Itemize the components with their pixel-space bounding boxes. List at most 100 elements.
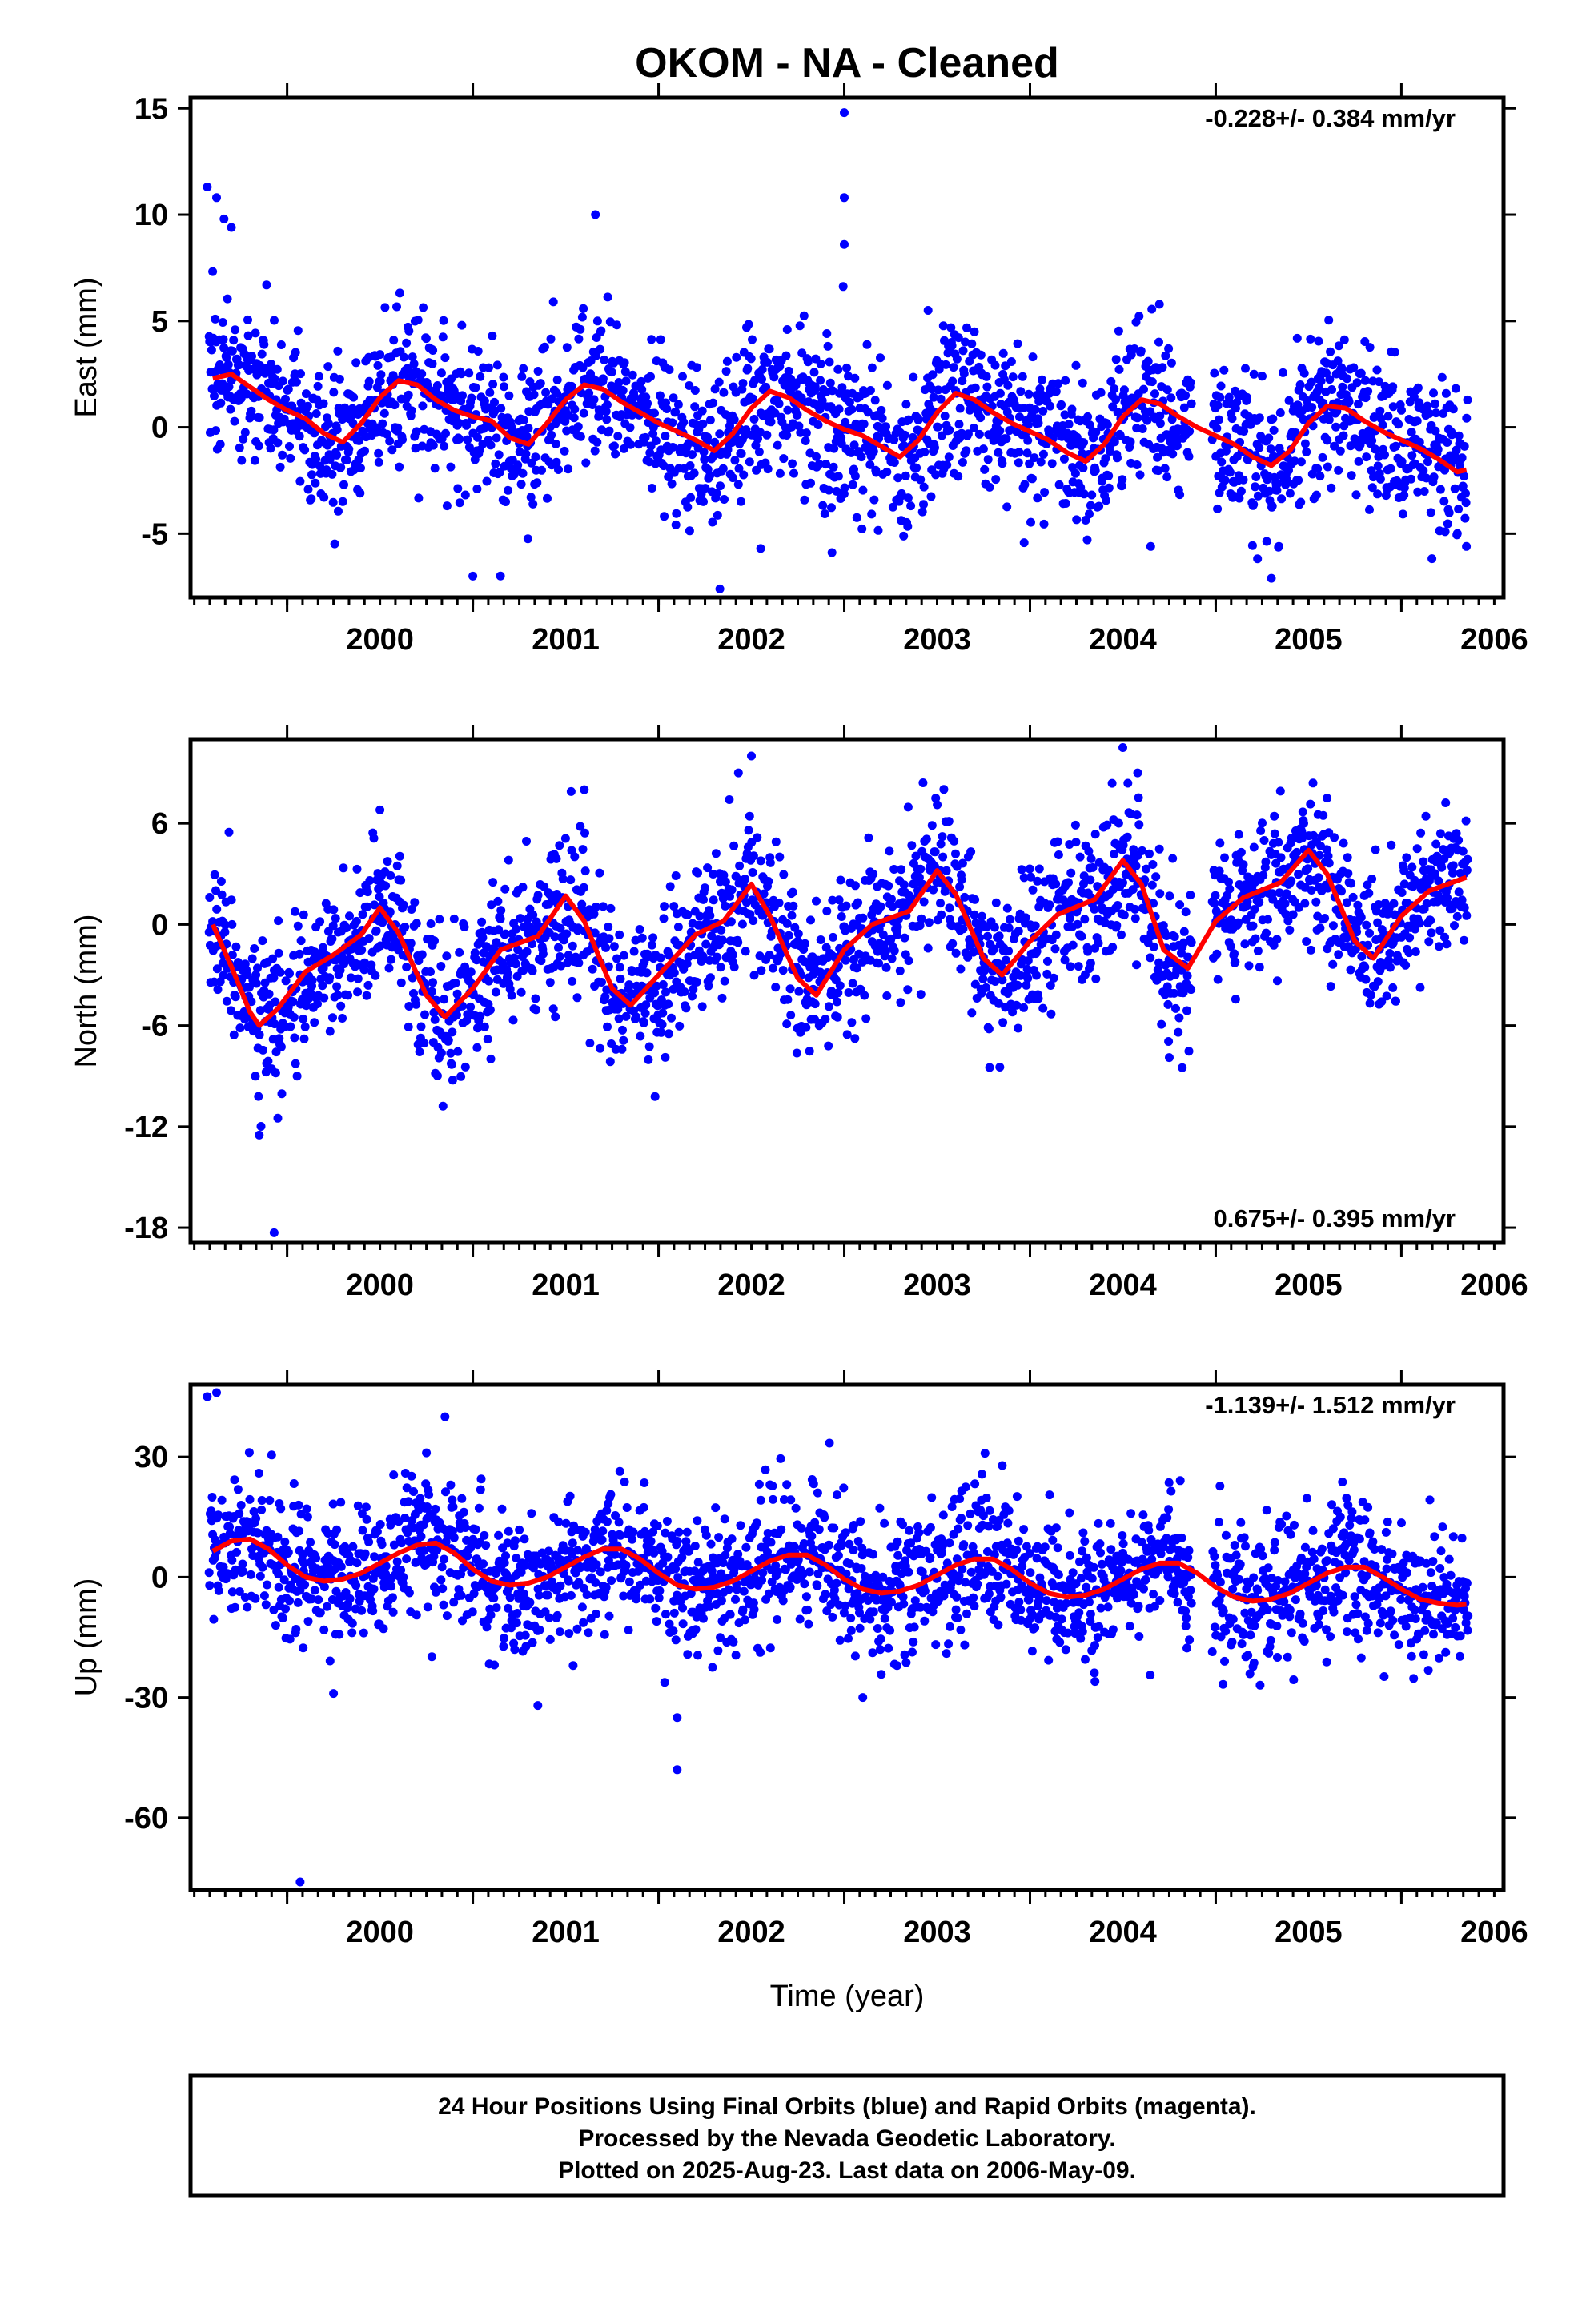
data-point xyxy=(383,857,392,866)
data-point xyxy=(1070,468,1080,478)
data-point xyxy=(650,1092,660,1101)
data-point xyxy=(250,944,259,953)
data-point xyxy=(1277,494,1287,504)
data-point xyxy=(1296,497,1306,507)
data-point xyxy=(901,400,911,409)
data-point xyxy=(834,404,844,414)
data-point xyxy=(1461,489,1470,498)
data-point xyxy=(356,464,365,472)
data-point xyxy=(447,1059,456,1069)
data-point xyxy=(829,462,838,472)
data-point xyxy=(315,461,325,471)
outlier-point xyxy=(840,108,849,118)
data-point xyxy=(513,460,523,470)
data-point xyxy=(1090,466,1100,476)
data-point xyxy=(1088,862,1098,872)
data-point xyxy=(1016,971,1026,980)
data-point xyxy=(908,432,917,442)
data-point xyxy=(227,951,237,959)
data-point xyxy=(1377,997,1387,1007)
data-point xyxy=(1380,450,1389,460)
data-point xyxy=(1170,988,1179,998)
data-point xyxy=(783,405,793,415)
data-point xyxy=(1006,915,1014,924)
data-point xyxy=(1025,459,1034,468)
data-point xyxy=(332,425,342,435)
outlier-point xyxy=(756,544,765,553)
data-point xyxy=(657,1019,667,1029)
data-point xyxy=(311,1554,321,1563)
data-point xyxy=(1251,934,1260,943)
data-point xyxy=(528,911,538,919)
data-point xyxy=(1462,413,1472,423)
data-point xyxy=(882,991,892,1000)
data-point xyxy=(521,449,531,459)
data-point xyxy=(249,1507,259,1516)
data-point xyxy=(748,394,757,404)
data-point xyxy=(336,463,346,472)
data-point xyxy=(1181,907,1191,917)
data-point xyxy=(827,548,837,557)
data-point xyxy=(1078,378,1087,388)
data-point xyxy=(585,1039,595,1048)
data-point xyxy=(1314,336,1323,346)
data-point xyxy=(621,376,631,386)
data-point xyxy=(1366,991,1375,999)
data-point xyxy=(1365,928,1374,938)
data-point xyxy=(375,892,384,902)
data-point xyxy=(296,936,306,946)
data-point xyxy=(1249,500,1259,509)
data-point xyxy=(660,512,669,521)
data-point xyxy=(357,1606,367,1615)
data-point xyxy=(580,828,589,838)
data-point xyxy=(685,381,694,390)
data-point xyxy=(601,407,611,416)
data-point xyxy=(1184,452,1194,461)
outlier-point xyxy=(580,785,589,794)
data-point xyxy=(648,933,658,943)
data-point xyxy=(541,388,551,397)
data-point xyxy=(411,1558,420,1567)
data-point xyxy=(226,404,235,414)
data-point xyxy=(1147,304,1157,314)
y-tick-label: 15 xyxy=(135,92,168,126)
data-point xyxy=(698,419,708,428)
data-point xyxy=(1042,969,1052,979)
data-point xyxy=(1034,418,1043,428)
data-point xyxy=(464,368,474,378)
data-point xyxy=(991,475,1001,485)
data-point xyxy=(1416,828,1426,838)
data-point xyxy=(609,441,619,451)
data-point xyxy=(887,954,897,963)
data-point xyxy=(257,349,267,359)
data-point xyxy=(1014,1023,1023,1033)
data-point xyxy=(558,875,568,883)
data-point xyxy=(300,445,310,455)
data-point xyxy=(912,463,921,472)
data-point xyxy=(1463,395,1472,404)
data-point xyxy=(216,877,226,886)
data-point xyxy=(1328,959,1338,969)
data-point xyxy=(590,928,600,938)
data-point xyxy=(595,868,604,878)
data-point xyxy=(806,915,815,925)
data-point xyxy=(955,404,965,413)
data-point xyxy=(1164,1037,1174,1046)
data-point xyxy=(651,436,661,446)
data-point xyxy=(1460,472,1469,481)
y-tick-label: 0 xyxy=(151,412,168,445)
data-point xyxy=(562,343,572,352)
up-panel: 2000 2001 2002 2003 2004 2005 2006-60-30030Up … xyxy=(70,1370,1528,1949)
data-point xyxy=(689,984,698,994)
data-point xyxy=(990,977,1000,986)
data-point xyxy=(212,964,222,974)
data-point xyxy=(456,1072,466,1081)
data-point xyxy=(236,1501,246,1510)
outlier-point xyxy=(840,193,849,203)
data-point xyxy=(485,388,495,397)
data-point xyxy=(746,354,756,364)
data-point xyxy=(835,981,845,991)
data-point xyxy=(333,346,343,356)
data-point xyxy=(345,911,354,921)
data-point xyxy=(1448,868,1458,878)
